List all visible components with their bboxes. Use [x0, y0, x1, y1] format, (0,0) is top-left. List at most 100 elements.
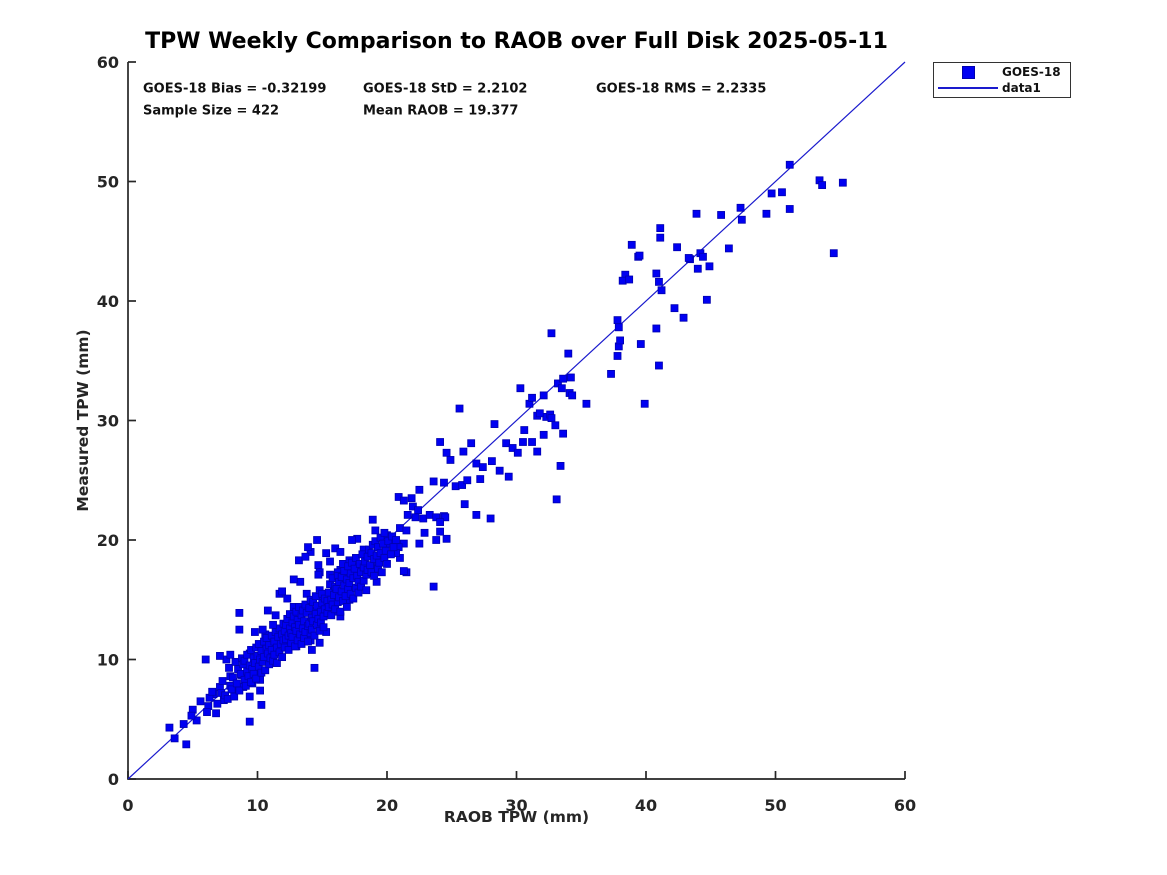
scatter-point [635, 251, 644, 260]
stat-bias: GOES-18 Bias = -0.32199 [143, 81, 327, 97]
scatter-point [519, 438, 527, 446]
scatter-point [458, 481, 467, 489]
scatter-point [440, 478, 448, 487]
scatter-point [838, 178, 847, 187]
scatter-point [223, 695, 232, 703]
scatter-point [304, 543, 312, 552]
scatter-point [557, 384, 566, 393]
scatter-point [179, 720, 188, 728]
scatter-point [724, 244, 733, 253]
scatter-point [673, 243, 681, 252]
scatter-point [539, 391, 548, 400]
scatter-point [552, 495, 561, 504]
scatter-point [636, 340, 645, 348]
scatter-point [508, 444, 517, 452]
scatter-point [625, 275, 634, 284]
scatter-point [616, 336, 624, 345]
scatter-point [251, 628, 259, 636]
legend: GOES-18 data1 [933, 62, 1071, 98]
scatter-point [392, 536, 400, 544]
scatter-point [502, 439, 511, 448]
scatter-point [566, 373, 575, 382]
scatter-point [442, 448, 451, 457]
scatter-point [263, 606, 272, 615]
scatter-point [231, 657, 240, 666]
scatter-point [283, 594, 292, 603]
y-tick-label: 50 [97, 173, 119, 192]
scatter-point [192, 716, 201, 725]
scatter-point [289, 575, 298, 584]
scatter-point [455, 404, 464, 413]
scatter-point [429, 477, 438, 486]
x-axis-label: RAOB TPW (mm) [444, 808, 589, 826]
scatter-point [613, 316, 622, 325]
scatter-point [208, 687, 217, 696]
scatter-point [559, 374, 568, 383]
scatter-point [656, 224, 665, 233]
scatter-point [399, 496, 408, 505]
scatter-point [314, 561, 323, 569]
scatter-point [785, 205, 794, 213]
scatter-point [403, 511, 412, 519]
scatter-marker-icon [961, 65, 975, 79]
x-tick-label: 10 [246, 796, 268, 815]
scatter-point [692, 209, 701, 218]
scatter-point [218, 677, 227, 685]
scatter-point [425, 511, 434, 519]
scatter-point [213, 699, 222, 708]
scatter-point [256, 686, 264, 695]
scatter-point [829, 249, 838, 258]
scatter-point [370, 571, 378, 580]
x-tick-label: 20 [376, 796, 398, 815]
scatter-point [375, 558, 384, 567]
stat-mean-raob: Mean RAOB = 19.377 [363, 103, 519, 119]
scatter-point [245, 692, 254, 701]
scatter-point [528, 393, 536, 402]
scatter-point [441, 513, 450, 522]
scatter-point [165, 723, 174, 732]
scatter-point [278, 653, 287, 662]
scatter-point [705, 262, 714, 271]
scatter-point [319, 623, 328, 632]
scatter-point [762, 209, 771, 218]
x-tick-label: 30 [505, 796, 527, 815]
scatter-point [736, 203, 745, 212]
scatter-point [322, 549, 331, 558]
scatter-point [432, 536, 441, 544]
scatter-point [203, 708, 211, 716]
scatter-point [182, 740, 191, 749]
scatter-point [535, 409, 544, 418]
scatter-point [196, 697, 205, 706]
scatter-point [504, 472, 513, 481]
scatter-point [284, 646, 293, 654]
scatter-point [226, 650, 235, 659]
scatter-point [737, 215, 746, 224]
scatter-point [539, 430, 548, 439]
x-tick-label: 60 [894, 796, 916, 815]
scatter-point [336, 548, 345, 556]
scatter-point [419, 514, 428, 523]
scatter-point [564, 349, 573, 358]
scatter-point [657, 286, 666, 295]
scatter-point [436, 527, 444, 536]
stat-rms: GOES-18 RMS = 2.2335 [596, 81, 767, 97]
y-tick-label: 30 [97, 412, 119, 431]
scatter-point [273, 659, 281, 667]
scatter-point [225, 663, 233, 672]
scatter-point [436, 518, 444, 526]
legend-label-goes18: GOES-18 [1002, 65, 1061, 79]
scatter-point [258, 625, 267, 634]
scatter-point [257, 701, 266, 709]
scatter-point [252, 674, 261, 683]
scatter-point [652, 269, 661, 278]
scatter-point [315, 638, 324, 647]
scatter-point [476, 475, 485, 483]
scatter-point [818, 181, 827, 189]
scatter-point [459, 447, 468, 456]
scatter-point [655, 277, 663, 286]
legend-entry-goes18: GOES-18 [934, 65, 1070, 80]
scatter-point [551, 421, 560, 430]
scatter-point [377, 568, 386, 577]
